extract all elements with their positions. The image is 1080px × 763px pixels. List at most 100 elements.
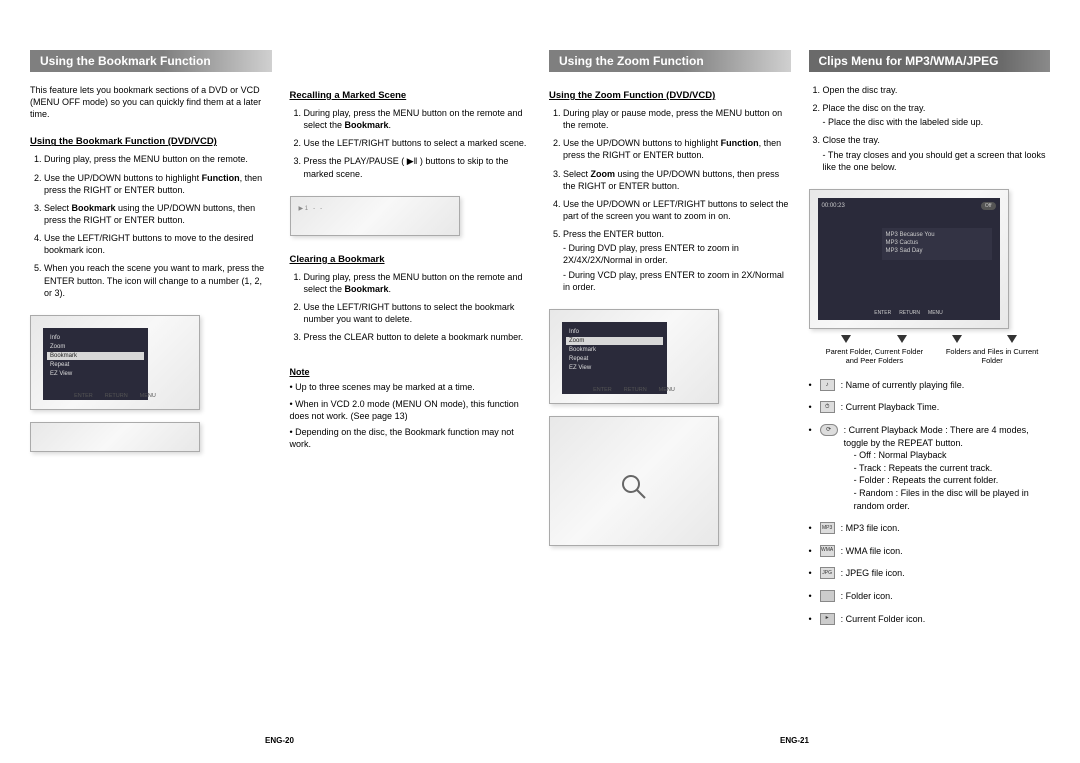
clips-file: MP3 Sad Day (886, 248, 988, 254)
step: Use the LEFT/RIGHT buttons to select a m… (304, 137, 532, 149)
menu-item: Info (47, 334, 144, 342)
step: When you reach the scene you want to mar… (44, 262, 272, 298)
clips-bottom-label: ENTER (874, 310, 891, 316)
step: Select Bookmark using the UP/DOWN button… (44, 202, 272, 226)
wma-icon: WMA (820, 545, 835, 557)
step: During play or pause mode, press the MEN… (563, 107, 791, 131)
subhead-bookmark-dvdvcd: Using the Bookmark Function (DVD/VCD) (30, 136, 272, 147)
step: Place the disc on the tray.- Place the d… (823, 102, 1051, 128)
legend-item: ▸: Current Folder icon. (809, 613, 1051, 626)
step: Press the PLAY/PAUSE ( ▶ǁ ) buttons to s… (304, 155, 532, 179)
menu-bottom-label: MENU (140, 393, 156, 401)
step: During play, press the MENU button on th… (44, 153, 272, 165)
clips-mode-badge: Off (981, 202, 996, 210)
arrow-down-icon (1007, 335, 1017, 343)
mode-icon: ⟳ (820, 424, 838, 436)
menu-item: Bookmark (566, 346, 663, 354)
screenshot-clips-menu: 00:00:23 Off MP3 Because You MP3 Cactus … (809, 189, 1009, 329)
file-icon: ♪ (820, 379, 835, 391)
menu-bottom-label: MENU (659, 387, 675, 395)
step: Use the UP/DOWN buttons to highlight Fun… (563, 137, 791, 161)
clips-time: 00:00:23 (822, 203, 845, 209)
legend-item: ♪: Name of currently playing file. (809, 379, 1051, 392)
menu-item: EZ View (47, 370, 144, 378)
step: Close the tray.- The tray closes and you… (823, 134, 1051, 172)
header-spacer (290, 50, 532, 72)
screenshot-zoom-area (549, 416, 719, 546)
menu-bottom-label: ENTER (74, 393, 93, 401)
bookmark-steps: During play, press the MENU button on th… (30, 153, 272, 304)
menu-item: Repeat (47, 361, 144, 369)
subhead-recall: Recalling a Marked Scene (290, 90, 532, 101)
jpeg-icon: JPG (820, 567, 835, 579)
column-clips: Clips Menu for MP3/WMA/JPEG Open the dis… (809, 50, 1051, 635)
header-zoom: Using the Zoom Function (549, 50, 791, 72)
folder-icon (820, 590, 835, 602)
caption-right: Folders and Files in Current Folder (938, 347, 1046, 365)
note-list: Up to three scenes may be marked at a ti… (290, 381, 532, 454)
clear-steps: During play, press the MENU button on th… (290, 271, 532, 350)
header-bookmark: Using the Bookmark Function (30, 50, 272, 72)
screenshot-bookmark-menu: Info Zoom Bookmark Repeat EZ View ENTER … (30, 315, 200, 410)
subhead-zoom-dvdvcd: Using the Zoom Function (DVD/VCD) (549, 90, 791, 101)
column-bookmark-2: Recalling a Marked Scene During play, pr… (290, 50, 532, 635)
menu-item: EZ View (566, 364, 663, 372)
header-clips: Clips Menu for MP3/WMA/JPEG (809, 50, 1051, 72)
legend-item: ⏱: Current Playback Time. (809, 401, 1051, 414)
legend-item: JPG: JPEG file icon. (809, 567, 1051, 580)
bookmark-intro: This feature lets you bookmark sections … (30, 84, 272, 120)
note-item: Depending on the disc, the Bookmark func… (290, 426, 532, 450)
subhead-clear: Clearing a Bookmark (290, 254, 532, 265)
arrow-down-icon (841, 335, 851, 343)
column-bookmark-1: Using the Bookmark Function This feature… (30, 50, 272, 635)
magnifier-icon (619, 472, 649, 502)
step: Use the LEFT/RIGHT buttons to select the… (304, 301, 532, 325)
time-icon: ⏱ (820, 401, 835, 413)
step: Use the LEFT/RIGHT buttons to move to th… (44, 232, 272, 256)
icon-legend: ♪: Name of currently playing file. ⏱: Cu… (809, 379, 1051, 635)
step: During play, press the MENU button on th… (304, 271, 532, 295)
legend-item: MP3: MP3 file icon. (809, 522, 1051, 535)
step: Press the ENTER button. - During DVD pla… (563, 228, 791, 293)
caption-left: Parent Folder, Current Folder and Peer F… (821, 347, 929, 365)
legend-item: : Folder icon. (809, 590, 1051, 603)
menu-bottom-label: RETURN (105, 393, 128, 401)
step: Use the UP/DOWN or LEFT/RIGHT buttons to… (563, 198, 791, 222)
recall-steps: During play, press the MENU button on th… (290, 107, 532, 186)
arrow-row (809, 335, 1051, 343)
menu-item: Repeat (566, 355, 663, 363)
legend-item: WMA: WMA file icon. (809, 545, 1051, 558)
arrow-down-icon (952, 335, 962, 343)
step: Press the CLEAR button to delete a bookm… (304, 331, 532, 343)
clips-bottom-label: MENU (928, 310, 943, 316)
current-folder-icon: ▸ (820, 613, 835, 625)
zoom-steps: During play or pause mode, press the MEN… (549, 107, 791, 299)
menu-bottom-label: RETURN (624, 387, 647, 395)
mp3-icon: MP3 (820, 522, 835, 534)
note-item: Up to three scenes may be marked at a ti… (290, 381, 532, 393)
menu-item-selected: Bookmark (47, 352, 144, 360)
menu-item: Info (566, 328, 663, 336)
clips-file: MP3 Because You (886, 232, 988, 238)
screenshot-recall-bar: ▶ 1 - - (290, 196, 460, 236)
step: During play, press the MENU button on th… (304, 107, 532, 131)
note-head: Note (290, 367, 532, 377)
clips-file: MP3 Cactus (886, 240, 988, 246)
arrow-down-icon (897, 335, 907, 343)
menu-item: Zoom (47, 343, 144, 351)
legend-item: ⟳ : Current Playback Mode : There are 4 … (809, 424, 1051, 512)
page-spread: Using the Bookmark Function This feature… (0, 0, 1080, 665)
menu-item-selected: Zoom (566, 337, 663, 345)
page-number-right: ENG-21 (780, 736, 809, 745)
screenshot-bookmark-bar (30, 422, 200, 452)
clips-steps: Open the disc tray. Place the disc on th… (809, 84, 1051, 179)
screenshot-zoom-menu: Info Zoom Bookmark Repeat EZ View ENTER … (549, 309, 719, 404)
arrow-captions: Parent Folder, Current Folder and Peer F… (809, 347, 1051, 365)
note-item: When in VCD 2.0 mode (MENU ON mode), thi… (290, 398, 532, 422)
step: Select Zoom using the UP/DOWN buttons, t… (563, 168, 791, 192)
step: Use the UP/DOWN buttons to highlight Fun… (44, 172, 272, 196)
clips-bottom-label: RETURN (899, 310, 920, 316)
column-zoom: Using the Zoom Function Using the Zoom F… (549, 50, 791, 635)
page-number-left: ENG-20 (265, 736, 294, 745)
clips-filelist: MP3 Because You MP3 Cactus MP3 Sad Day (882, 228, 992, 260)
